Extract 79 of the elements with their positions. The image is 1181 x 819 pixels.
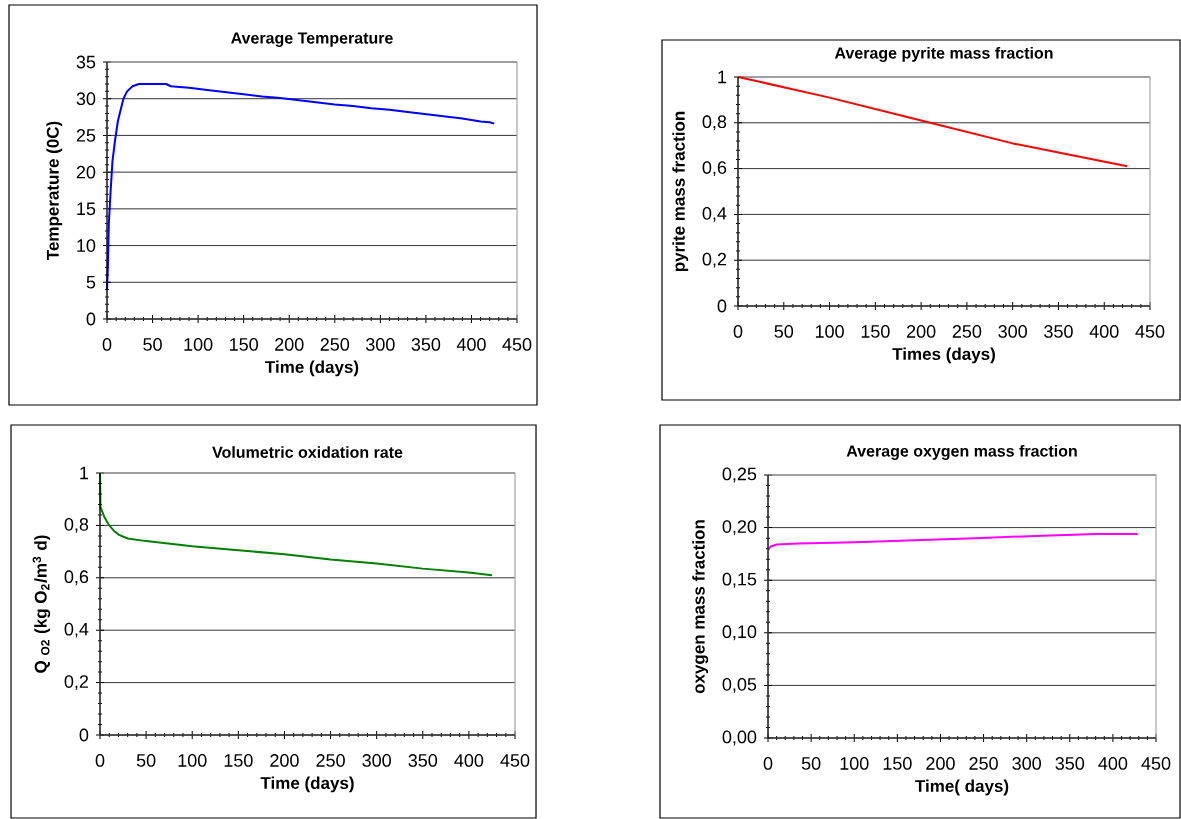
y-axis-title: pyrite mass fraction	[672, 111, 689, 272]
y-tick-label: 0,25	[722, 467, 757, 483]
y-tick-label: 1	[80, 466, 89, 480]
x-tick-label: 0	[763, 757, 773, 770]
x-tick-label: 450	[502, 338, 532, 351]
x-tick-label: 250	[969, 757, 998, 770]
x-tick-label: 200	[275, 338, 304, 351]
x-tick-label: 0	[95, 754, 105, 767]
x-tick-label: 450	[1135, 325, 1165, 338]
x-tick-label: 50	[143, 338, 162, 351]
x-tick-label: 0	[102, 338, 112, 351]
x-tick-label: 400	[1098, 757, 1128, 770]
x-tick-label: 150	[230, 338, 258, 351]
chart-title: Average oxygen mass fraction	[846, 444, 1077, 460]
x-axis-title: Time (days)	[265, 360, 359, 377]
x-axis-title: Time (days)	[260, 776, 354, 793]
x-tick-label: 350	[1044, 325, 1073, 338]
x-tick-label: 400	[1089, 325, 1119, 338]
y-tick-label: 0,8	[702, 115, 727, 131]
y-tick-label: 20	[76, 165, 96, 179]
x-tick-label: 400	[454, 754, 484, 767]
y-tick-label: 0,4	[702, 206, 727, 222]
x-tick-label: 150	[883, 757, 912, 770]
y-axis-title: Temperature (0C)	[46, 121, 63, 261]
y-tick-label: 5	[86, 276, 96, 289]
x-tick-label: 100	[178, 754, 207, 767]
y-tick-label: 25	[76, 129, 96, 142]
x-tick-label: 150	[224, 754, 253, 767]
y-tick-label: 30	[76, 92, 96, 106]
x-tick-label: 250	[316, 754, 345, 767]
y-tick-label: 35	[76, 55, 96, 69]
y-tick-label: 0,6	[64, 570, 89, 586]
y-tick-label: 15	[77, 202, 96, 216]
x-tick-label: 100	[840, 757, 869, 770]
x-tick-label: 250	[952, 325, 982, 338]
x-tick-label: 50	[774, 325, 794, 338]
y-tick-label: 0,8	[64, 517, 89, 533]
x-tick-label: 200	[907, 325, 936, 338]
x-tick-label: 350	[408, 754, 438, 767]
y-tick-label: 0,6	[702, 161, 727, 177]
y-axis-title: Q $_{O2}$ (kg O$_{2}$/m$^{3}$ d)	[32, 535, 51, 673]
y-tick-label: 0,15	[722, 572, 757, 588]
y-tick-label: 0,00	[722, 730, 757, 746]
x-tick-label: 200	[926, 757, 955, 770]
x-tick-label: 250	[320, 338, 350, 351]
x-tick-label: 100	[184, 338, 213, 351]
chart-title: Average Temperature	[231, 32, 393, 47]
y-tick-label: 0,4	[64, 622, 89, 638]
x-tick-label: 300	[998, 325, 1027, 338]
y-tick-label: 0,2	[702, 252, 727, 268]
x-tick-label: 400	[456, 338, 486, 351]
y-tick-label: 1	[718, 70, 727, 84]
y-tick-label: 0	[86, 312, 96, 326]
x-axis-title: Times (days)	[892, 347, 995, 364]
y-axis-title: oxygen mass fraction	[692, 520, 709, 694]
y-tick-label: 0	[79, 728, 89, 742]
x-tick-label: 350	[1055, 757, 1085, 770]
y-tick-label: 0,10	[722, 625, 757, 641]
line-series	[767, 532, 1139, 551]
x-axis-title: Time( days)	[915, 779, 1009, 796]
x-tick-label: 300	[1012, 757, 1041, 770]
x-tick-label: 50	[801, 757, 821, 770]
x-tick-label: 350	[411, 338, 441, 351]
y-tick-label: 0,05	[722, 677, 757, 693]
x-tick-label: 50	[136, 754, 156, 767]
x-tick-label: 200	[270, 754, 299, 767]
y-tick-label: 0,2	[64, 675, 89, 691]
line-series	[737, 75, 1129, 168]
chart-title: Volumetric oxidation rate	[212, 446, 403, 458]
y-tick-label: 0	[717, 299, 727, 313]
chart-title: Average pyrite mass fraction	[834, 46, 1053, 62]
x-tick-label: 150	[861, 325, 890, 338]
x-tick-label: 300	[362, 754, 391, 767]
x-tick-label: 100	[815, 325, 844, 338]
x-tick-label: 300	[366, 338, 395, 351]
y-tick-label: 0,20	[722, 520, 757, 536]
y-tick-label: 10	[77, 239, 96, 252]
x-tick-label: 450	[1141, 757, 1171, 770]
x-tick-label: 450	[500, 754, 530, 767]
